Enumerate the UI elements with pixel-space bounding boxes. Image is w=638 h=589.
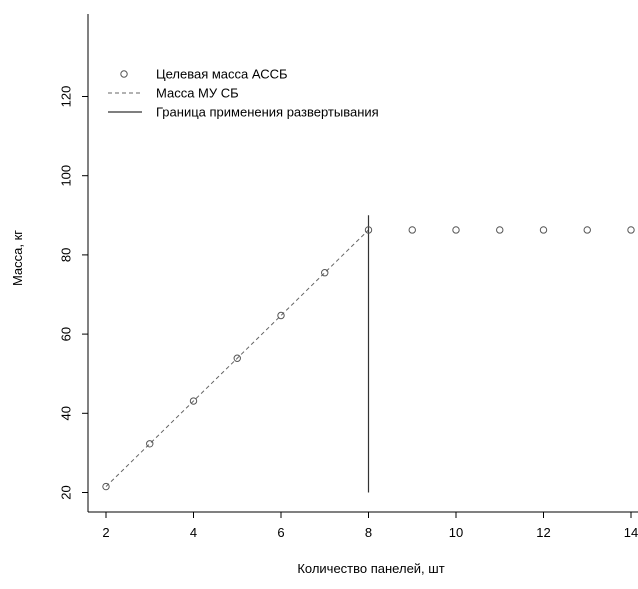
target-mass-point <box>189 397 198 405</box>
x-tick-label: 6 <box>277 525 284 540</box>
x-tick-label: 8 <box>365 525 372 540</box>
target-mass-point <box>496 226 504 234</box>
target-mass-point <box>452 226 460 234</box>
y-tick-label: 20 <box>59 485 74 499</box>
y-tick-label: 100 <box>59 165 74 187</box>
y-tick-label: 40 <box>59 406 74 420</box>
target-mass-point <box>321 269 329 277</box>
mass-line-series <box>105 229 369 487</box>
x-tick-label: 4 <box>190 525 197 540</box>
x-tick-label: 2 <box>102 525 109 540</box>
legend-symbol-points <box>120 70 128 78</box>
target-mass-point <box>583 226 591 234</box>
target-mass-point <box>233 354 241 362</box>
series-layer <box>102 215 635 493</box>
y-axis-title: Масса, кг <box>10 230 25 286</box>
legend-label: Граница применения развертывания <box>156 105 379 120</box>
y-tick-label: 120 <box>59 86 74 108</box>
y-tick-label: 80 <box>59 248 74 262</box>
legend-label: Масса МУ СБ <box>156 86 239 101</box>
target-mass-point <box>364 226 373 234</box>
x-tick-label: 10 <box>449 525 463 540</box>
y-ticks: 20 40 60 80 100 120 <box>59 86 88 500</box>
legend: Целевая масса АССБ Масса МУ СБ Граница при… <box>108 67 379 120</box>
x-axis-title: Количество панелей, шт <box>297 561 444 576</box>
target-mass-point <box>277 311 285 320</box>
x-tick-label: 12 <box>536 525 550 540</box>
x-ticks: 2 4 6 8 10 12 14 <box>102 512 638 540</box>
plot-area: 20 40 60 80 100 120 2 4 6 8 10 12 14 <box>59 14 638 540</box>
y-tick-label: 60 <box>59 327 74 341</box>
target-mass-point <box>627 226 635 234</box>
x-tick-label: 14 <box>624 525 638 540</box>
target-mass-point <box>408 226 416 234</box>
target-mass-point <box>539 226 548 234</box>
target-mass-point <box>146 440 154 448</box>
target-mass-point <box>102 482 110 491</box>
legend-label: Целевая масса АССБ <box>156 67 288 82</box>
